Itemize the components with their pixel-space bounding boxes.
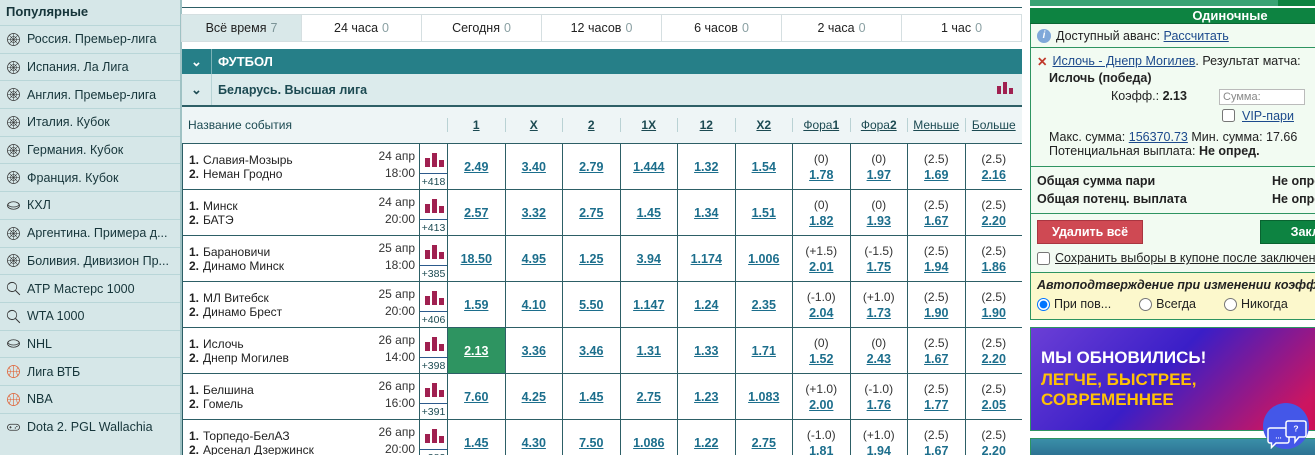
svg-text:...: ... — [1275, 432, 1281, 441]
svg-text:?: ? — [1293, 424, 1298, 434]
